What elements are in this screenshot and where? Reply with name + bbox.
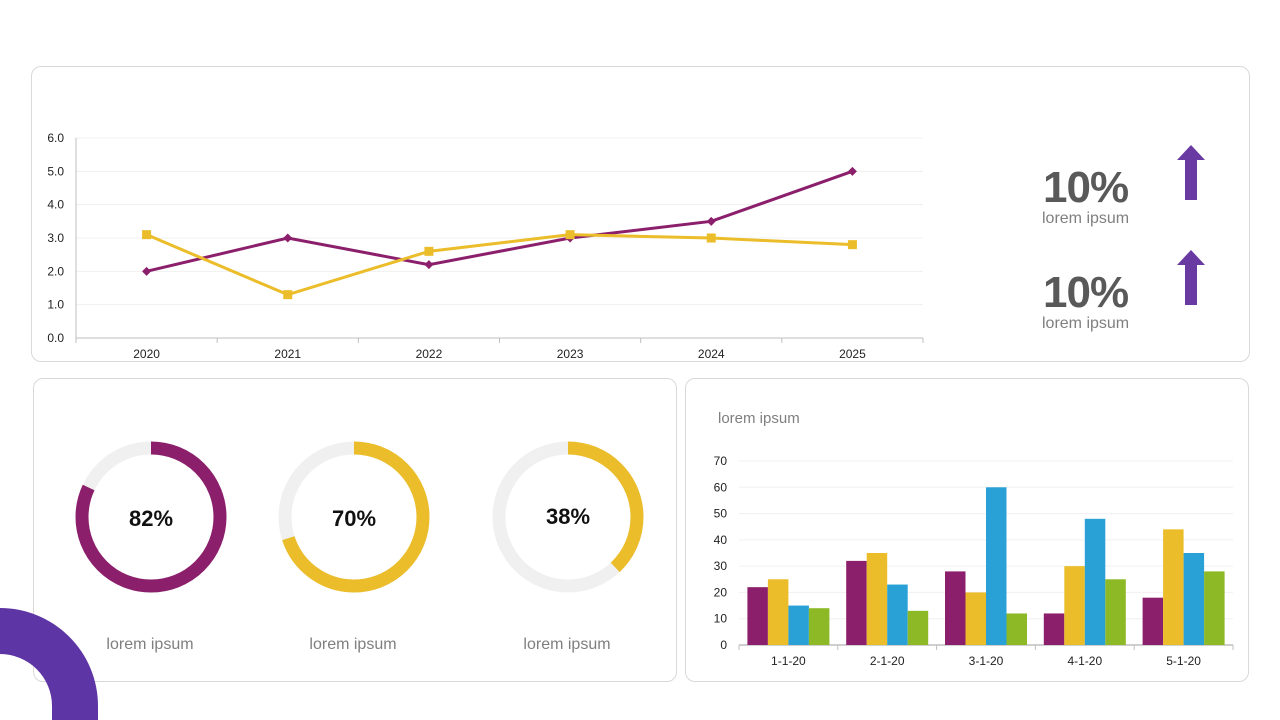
y-tick-label: 60 bbox=[714, 480, 728, 494]
bar bbox=[1006, 613, 1027, 645]
kpi-value-2: 10% bbox=[1043, 268, 1129, 317]
x-tick-label: 5-1-20 bbox=[1166, 654, 1201, 668]
bar bbox=[965, 592, 986, 645]
bar bbox=[866, 553, 888, 645]
y-tick-label: 6.0 bbox=[47, 131, 64, 145]
bar bbox=[1163, 529, 1184, 645]
y-tick-label: 5.0 bbox=[47, 164, 64, 178]
x-tick-label: 2-1-20 bbox=[870, 654, 905, 668]
donut-caption-3: lorem ipsum bbox=[523, 636, 611, 653]
y-tick-label: 20 bbox=[714, 585, 728, 599]
x-tick-label: 4-1-20 bbox=[1067, 654, 1102, 668]
bar bbox=[945, 571, 966, 645]
data-point bbox=[565, 230, 575, 240]
kpi-value-1: 10% bbox=[1043, 163, 1129, 212]
donut-value-1: 82% bbox=[128, 506, 174, 531]
bar bbox=[788, 605, 809, 645]
y-tick-label: 0 bbox=[720, 638, 727, 652]
donut-arc bbox=[278, 441, 430, 593]
donut-arc bbox=[75, 441, 227, 593]
x-tick-label: 2021 bbox=[274, 347, 301, 361]
data-point bbox=[142, 230, 152, 240]
bar bbox=[1183, 553, 1205, 645]
kpi-label-2: lorem ipsum bbox=[1042, 315, 1130, 332]
data-point bbox=[847, 166, 857, 176]
bar bbox=[1064, 566, 1085, 645]
x-tick-label: 2023 bbox=[557, 347, 584, 361]
data-point bbox=[424, 246, 434, 256]
y-tick-label: 2.0 bbox=[47, 264, 64, 278]
bar bbox=[887, 584, 908, 645]
decorative-arc bbox=[0, 608, 98, 720]
data-point bbox=[283, 233, 293, 243]
bar bbox=[767, 579, 789, 645]
y-tick-label: 50 bbox=[714, 507, 728, 521]
bar bbox=[986, 487, 1007, 645]
bar bbox=[1105, 579, 1126, 645]
series-line-2 bbox=[145, 233, 853, 297]
bar bbox=[1043, 613, 1065, 645]
y-tick-label: 70 bbox=[714, 454, 728, 468]
data-point bbox=[847, 240, 857, 250]
donut-caption-2: lorem ipsum bbox=[309, 636, 397, 653]
bar bbox=[808, 608, 830, 645]
donut-charts bbox=[75, 441, 644, 593]
x-tick-label: 2024 bbox=[698, 347, 725, 361]
y-tick-label: 30 bbox=[714, 559, 728, 573]
x-tick-label: 1-1-20 bbox=[771, 654, 806, 668]
bar bbox=[907, 610, 929, 645]
x-tick-label: 2025 bbox=[839, 347, 866, 361]
x-tick-label: 2020 bbox=[133, 347, 160, 361]
series-line-1 bbox=[146, 169, 853, 273]
y-tick-label: 3.0 bbox=[47, 231, 64, 245]
donut-arc bbox=[492, 441, 644, 593]
y-tick-label: 1.0 bbox=[47, 298, 64, 312]
arrow-up-icon bbox=[1177, 145, 1205, 200]
y-tick-label: 4.0 bbox=[47, 198, 64, 212]
line-chart-panel bbox=[31, 66, 1250, 362]
data-point bbox=[424, 260, 434, 270]
bar bbox=[1084, 518, 1106, 645]
x-tick-label: 3-1-20 bbox=[969, 654, 1004, 668]
bar bbox=[747, 587, 768, 645]
data-point bbox=[283, 290, 293, 300]
donut-value-3: 38% bbox=[545, 504, 591, 529]
bar bbox=[846, 560, 867, 645]
data-point bbox=[142, 266, 152, 276]
donut-caption-1: lorem ipsum bbox=[106, 636, 194, 653]
x-tick-label: 2022 bbox=[416, 347, 443, 361]
line-chart: 0.0 1.0 2.0 3.0 4.0 5.0 6.0 2020 2021 2022 2023 202… bbox=[47, 131, 924, 361]
data-point bbox=[706, 216, 716, 226]
bar bbox=[1142, 597, 1164, 645]
arrow-up-icon bbox=[1177, 250, 1205, 305]
donut-panel bbox=[33, 378, 677, 682]
data-point bbox=[706, 233, 716, 243]
y-tick-label: 10 bbox=[714, 612, 728, 626]
y-tick-label: 0.0 bbox=[47, 331, 64, 345]
y-tick-label: 40 bbox=[714, 533, 728, 547]
bar bbox=[1204, 571, 1225, 645]
bar-chart-title: lorem ipsum bbox=[718, 410, 800, 427]
donut-value-2: 70% bbox=[331, 506, 377, 531]
kpi-label-1: lorem ipsum bbox=[1042, 210, 1130, 227]
